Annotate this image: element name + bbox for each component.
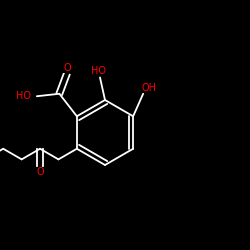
Text: HO: HO (91, 66, 106, 76)
Text: O: O (36, 167, 44, 177)
Text: O: O (63, 62, 71, 72)
Text: OH: OH (142, 82, 157, 92)
Text: HO: HO (16, 91, 31, 101)
